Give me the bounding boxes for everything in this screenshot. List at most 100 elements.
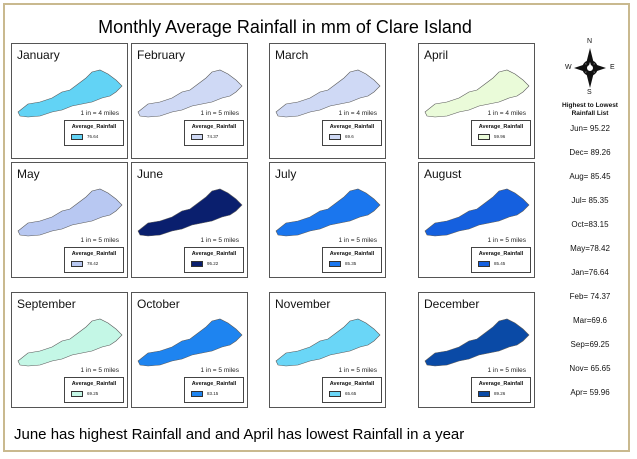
ranking-item: Feb= 74.37 — [569, 292, 611, 301]
legend-swatch — [478, 261, 490, 267]
legend-value: 85.45 — [494, 261, 506, 266]
scale-text: 1 in = 5 miles — [200, 237, 239, 244]
legend-swatch — [191, 261, 203, 267]
map-panel: August 1 in = 5 miles Average_Rainfall 8… — [418, 162, 535, 278]
island-shape — [17, 188, 123, 237]
panel-month-label: May — [17, 167, 40, 181]
legend-swatch — [191, 391, 203, 397]
panel-month-label: August — [424, 167, 462, 181]
panel-legend: Average_Rainfall 69.25 — [64, 377, 124, 403]
panel-legend: Average_Rainfall 85.45 — [471, 247, 531, 273]
legend-title: Average_Rainfall — [478, 124, 524, 130]
legend-title: Average_Rainfall — [71, 381, 117, 387]
ranking-item: Apr= 59.96 — [570, 388, 610, 397]
ranking-item: Jun= 95.22 — [570, 124, 610, 133]
compass-west-label: W — [565, 64, 572, 71]
legend-swatch — [478, 134, 490, 140]
legend-swatch — [191, 134, 203, 140]
scale-text: 1 in = 4 miles — [338, 110, 377, 117]
map-panel: November 1 in = 5 miles Average_Rainfall… — [269, 292, 386, 408]
island-shape — [275, 318, 381, 367]
ranking-item: Oct=83.15 — [571, 220, 609, 229]
legend-title: Average_Rainfall — [478, 251, 524, 257]
legend-value: 83.15 — [207, 391, 219, 396]
ranking-item: Mar=69.6 — [572, 316, 608, 325]
legend-title: Average_Rainfall — [191, 251, 237, 257]
panel-month-label: February — [137, 48, 186, 62]
island-shape — [137, 69, 243, 118]
scale-text: 1 in = 5 miles — [487, 367, 526, 374]
legend-value: 65.65 — [345, 391, 357, 396]
legend-value: 78.42 — [87, 261, 99, 266]
compass-east-label: E — [610, 64, 615, 71]
map-panel: December 1 in = 5 miles Average_Rainfall… — [418, 292, 535, 408]
scale-text: 1 in = 5 miles — [487, 237, 526, 244]
scale-text: 1 in = 4 miles — [80, 110, 119, 117]
legend-swatch — [329, 391, 341, 397]
legend-value: 69.6 — [345, 134, 354, 139]
scale-text: 1 in = 5 miles — [200, 110, 239, 117]
island-shape — [17, 318, 123, 367]
map-panel: February 1 in = 5 miles Average_Rainfall… — [131, 43, 248, 159]
panel-month-label: September — [17, 297, 76, 311]
legend-title: Average_Rainfall — [329, 381, 375, 387]
legend-swatch — [71, 391, 83, 397]
island-shape — [275, 69, 381, 118]
panel-month-label: January — [17, 48, 60, 62]
legend-title: Average_Rainfall — [329, 124, 375, 130]
scale-text: 1 in = 5 miles — [80, 367, 119, 374]
map-panel: July 1 in = 5 miles Average_Rainfall 85.… — [269, 162, 386, 278]
legend-value: 89.26 — [494, 391, 506, 396]
island-shape — [424, 69, 530, 118]
island-shape — [424, 318, 530, 367]
ranking-item: Jan=76.64 — [571, 268, 609, 277]
legend-title: Average_Rainfall — [191, 381, 237, 387]
panel-month-label: June — [137, 167, 164, 181]
summary-text: June has highest Rainfall and and April … — [14, 426, 465, 443]
compass-south-label: S — [587, 89, 592, 96]
panel-legend: Average_Rainfall 65.65 — [322, 377, 382, 403]
map-panel: June 1 in = 5 miles Average_Rainfall 95.… — [131, 162, 248, 278]
scale-text: 1 in = 5 miles — [338, 367, 377, 374]
legend-title: Average_Rainfall — [71, 251, 117, 257]
legend-value: 95.22 — [207, 261, 219, 266]
legend-value: 74.37 — [207, 134, 219, 139]
panel-month-label: April — [424, 48, 449, 62]
legend-title: Average_Rainfall — [191, 124, 237, 130]
island-shape — [424, 188, 530, 237]
panel-month-label: December — [424, 297, 480, 311]
ranking-item: Dec= 89.26 — [569, 148, 611, 157]
legend-title: Average_Rainfall — [329, 251, 375, 257]
island-shape — [275, 188, 381, 237]
island-shape — [137, 318, 243, 367]
scale-text: 1 in = 5 miles — [338, 237, 377, 244]
legend-value: 59.96 — [494, 134, 506, 139]
panel-legend: Average_Rainfall 59.96 — [471, 120, 531, 146]
legend-title: Average_Rainfall — [478, 381, 524, 387]
legend-title: Average_Rainfall — [71, 124, 117, 130]
island-shape — [137, 188, 243, 237]
legend-value: 69.25 — [87, 391, 99, 396]
legend-value: 76.64 — [87, 134, 99, 139]
ranking-item: Sep=69.25 — [570, 340, 610, 349]
panel-legend: Average_Rainfall 69.6 — [322, 120, 382, 146]
map-panel: March 1 in = 4 miles Average_Rainfall 69… — [269, 43, 386, 159]
panel-legend: Average_Rainfall 74.37 — [184, 120, 244, 146]
panel-legend: Average_Rainfall 85.35 — [322, 247, 382, 273]
ranking-item: Jul= 85.35 — [571, 196, 609, 205]
panel-legend: Average_Rainfall 95.22 — [184, 247, 244, 273]
panel-month-label: October — [137, 297, 180, 311]
panel-month-label: March — [275, 48, 309, 62]
map-panel: January 1 in = 4 miles Average_Rainfall … — [11, 43, 128, 159]
panel-legend: Average_Rainfall 76.64 — [64, 120, 124, 146]
scale-text: 1 in = 4 miles — [487, 110, 526, 117]
north-arrow-icon: N S W E — [565, 38, 615, 102]
panel-legend: Average_Rainfall 78.42 — [64, 247, 124, 273]
scale-text: 1 in = 5 miles — [200, 367, 239, 374]
map-panel: September 1 in = 5 miles Average_Rainfal… — [11, 292, 128, 408]
map-panel: October 1 in = 5 miles Average_Rainfall … — [131, 292, 248, 408]
map-panel: May 1 in = 5 miles Average_Rainfall 78.4… — [11, 162, 128, 278]
panel-month-label: November — [275, 297, 331, 311]
map-title: Monthly Average Rainfall in mm of Clare … — [98, 17, 472, 37]
island-shape — [17, 69, 123, 118]
